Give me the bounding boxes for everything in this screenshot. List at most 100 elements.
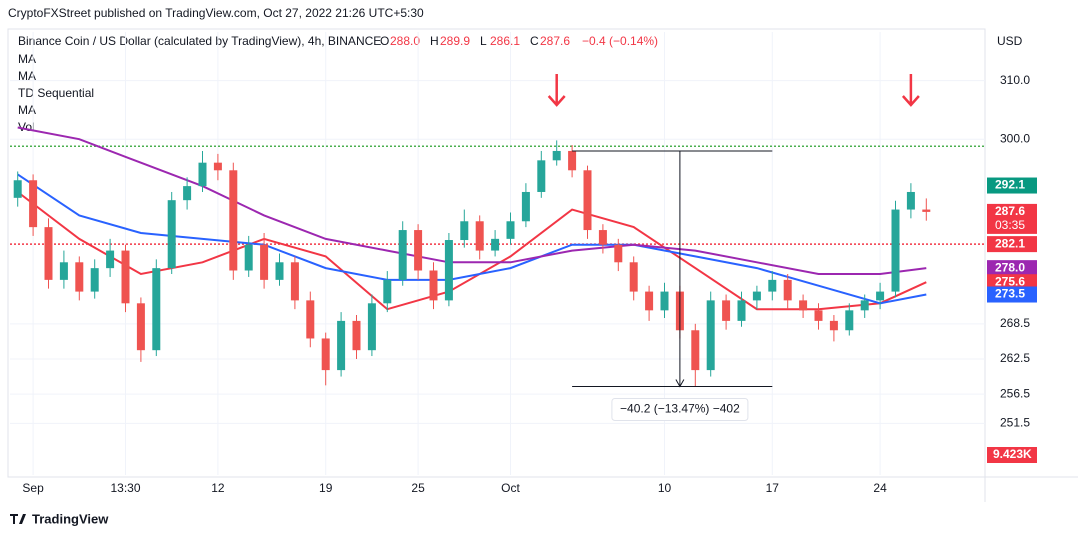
candle-body — [645, 291, 654, 311]
ohlc-key: L — [480, 34, 487, 48]
candle-body — [860, 300, 869, 311]
candle-body — [614, 244, 623, 263]
ohlc-value: 286.1 — [490, 34, 520, 48]
y-tick-label: 262.5 — [1000, 351, 1030, 365]
candle-body — [414, 230, 423, 271]
candle-body — [737, 300, 746, 321]
candle-body — [260, 244, 269, 280]
candle-body — [213, 162, 222, 171]
candle-body — [90, 268, 99, 292]
y-tick-label: 256.5 — [1000, 386, 1030, 400]
ohlc-key: O — [380, 34, 389, 48]
price-label-box — [987, 260, 1037, 277]
measure-label: −40.2 (−13.47%) −402 — [620, 402, 740, 416]
y-tick-label: 251.5 — [1000, 416, 1030, 430]
change: −0.4 (−0.14%) — [582, 34, 658, 48]
candle-body — [136, 303, 145, 351]
candle-body — [290, 262, 299, 301]
candle-body — [29, 180, 38, 228]
candle-body — [367, 303, 376, 351]
candle-body — [44, 227, 53, 280]
price-label-box — [987, 236, 1037, 253]
ohlc-value: 287.6 — [540, 34, 570, 48]
candle-body — [337, 320, 346, 371]
x-tick-label: 25 — [411, 481, 425, 495]
candle-body — [752, 291, 761, 301]
x-tick-label: 19 — [319, 481, 333, 495]
x-tick-label: 12 — [211, 481, 225, 495]
candle-body — [691, 330, 700, 371]
candle-body — [475, 221, 484, 251]
candle-body — [845, 310, 854, 331]
candle-body — [183, 186, 192, 201]
candle-body — [13, 180, 22, 198]
price-label: 287.6 — [995, 204, 1025, 218]
x-tick-label: 10 — [658, 481, 672, 495]
indicator-name: MA — [18, 52, 36, 66]
candle-body — [75, 262, 84, 292]
candle-body — [583, 170, 592, 231]
candle-body — [891, 209, 900, 292]
symbol: Binance Coin / US Dollar (calculated by … — [18, 34, 381, 48]
volume-label-box — [987, 447, 1037, 463]
candle-body — [167, 200, 176, 269]
candle-body — [275, 262, 284, 280]
price-label: 275.6 — [995, 274, 1025, 288]
candle-body — [537, 160, 546, 192]
candle-body — [722, 300, 731, 321]
indicator-name: MA — [18, 69, 36, 83]
price-label: 292.1 — [995, 178, 1025, 192]
candle-body — [521, 191, 530, 222]
signal-arrow — [901, 74, 920, 107]
y-tick-label: 300.0 — [1000, 131, 1030, 145]
candle-body — [460, 221, 469, 241]
ohlc-key: H — [430, 34, 439, 48]
price-label-box — [987, 274, 1037, 291]
candle-body — [768, 279, 777, 292]
candle-body — [814, 310, 823, 321]
price-label-box — [987, 203, 1037, 234]
candle-body — [660, 291, 669, 311]
price-label: 278.0 — [995, 260, 1025, 274]
indicator-name: MA — [18, 103, 36, 117]
x-tick-label: Sep — [22, 481, 44, 495]
ohlc-value: 289.9 — [440, 34, 470, 48]
y-tick-label: 268.5 — [1000, 316, 1030, 330]
candle-body — [198, 162, 207, 187]
candle-body — [552, 150, 561, 161]
logo — [10, 514, 26, 524]
volume-label: 9.423K — [993, 447, 1032, 461]
ohlc-value: 288.0 — [390, 34, 420, 48]
candle-body — [398, 230, 407, 280]
candle-body — [152, 268, 161, 351]
candle-body — [306, 300, 315, 339]
candle-body — [121, 250, 130, 304]
candle-body — [229, 170, 238, 271]
published-note: CryptoFXStreet published on TradingView.… — [8, 6, 424, 20]
candle-body — [429, 270, 438, 301]
candle-body — [321, 338, 330, 371]
candle-body — [568, 150, 577, 171]
price-label: 282.1 — [995, 236, 1025, 250]
candle-body — [629, 262, 638, 292]
footer: TradingView — [32, 511, 109, 526]
price-label-sub: 03:35 — [995, 218, 1025, 232]
price-label: 273.5 — [995, 287, 1025, 301]
candle-body — [906, 191, 915, 210]
currency: USD — [997, 34, 1023, 48]
candle-body — [59, 262, 68, 280]
candle-body — [829, 320, 838, 331]
x-tick-label: Oct — [501, 481, 520, 495]
price-label-box — [987, 286, 1037, 303]
ohlc-key: C — [530, 34, 539, 48]
measure-arrow — [675, 379, 685, 388]
x-tick-label: 13:30 — [110, 481, 140, 495]
price-label-box — [987, 177, 1037, 194]
candle-body — [799, 300, 808, 311]
candle-body — [876, 291, 885, 301]
moving-average — [17, 126, 927, 275]
candle-body — [506, 221, 515, 239]
candle-body — [383, 279, 392, 304]
x-tick-label: 24 — [873, 481, 887, 495]
